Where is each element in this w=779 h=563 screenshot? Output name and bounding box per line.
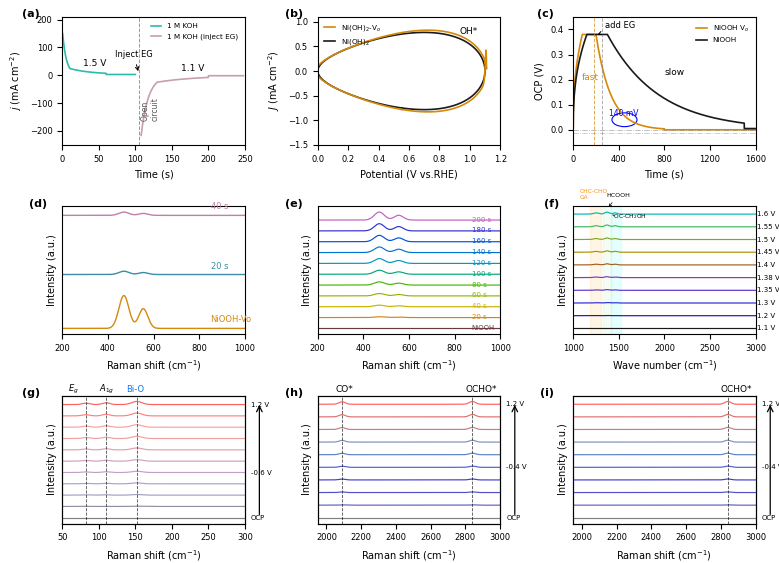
Bar	[612, 206, 621, 334]
Y-axis label: Intensity (a.u.): Intensity (a.u.)	[47, 234, 57, 306]
Y-axis label: Intensity (a.u.): Intensity (a.u.)	[302, 234, 312, 306]
Text: OCHO*: OCHO*	[465, 385, 497, 394]
Text: 1.5 V: 1.5 V	[83, 59, 106, 68]
Y-axis label: OCP (V): OCP (V)	[534, 62, 545, 100]
Text: fast: fast	[582, 73, 599, 82]
Legend: NiOOH V$_o$, NiOOH: NiOOH V$_o$, NiOOH	[693, 20, 752, 46]
Text: $E_g$: $E_g$	[68, 383, 79, 396]
Text: 1.2 V: 1.2 V	[757, 312, 776, 319]
Text: 80 s: 80 s	[472, 282, 487, 288]
Text: add EG: add EG	[598, 21, 636, 34]
Legend: 1 M KOH, 1 M KOH (inject EG): 1 M KOH, 1 M KOH (inject EG)	[148, 20, 241, 42]
Text: 1.3 V: 1.3 V	[757, 300, 776, 306]
X-axis label: Time (s): Time (s)	[644, 169, 684, 179]
Text: 1.4 V: 1.4 V	[757, 262, 776, 268]
Text: (f): (f)	[544, 199, 559, 208]
Text: 120 s: 120 s	[472, 260, 491, 266]
Text: 100 s: 100 s	[472, 271, 491, 277]
Text: (b): (b)	[285, 9, 303, 19]
Y-axis label: Intensity (a.u.): Intensity (a.u.)	[558, 234, 568, 306]
Text: 140 s: 140 s	[472, 249, 491, 255]
Text: (h): (h)	[285, 388, 303, 398]
Y-axis label: $j$ (mA cm$^{-2}$): $j$ (mA cm$^{-2}$)	[9, 51, 24, 111]
Text: (a): (a)	[22, 9, 40, 19]
Text: 40 s: 40 s	[472, 303, 486, 309]
X-axis label: Raman shift (cm$^{-1}$): Raman shift (cm$^{-1}$)	[106, 359, 202, 373]
Text: 1.55 V: 1.55 V	[757, 224, 779, 230]
Text: 140 mV: 140 mV	[608, 109, 638, 118]
X-axis label: Wave number (cm$^{-1}$): Wave number (cm$^{-1}$)	[612, 359, 717, 373]
Text: Inject EG: Inject EG	[115, 50, 153, 70]
Text: NiOOH-Vo: NiOOH-Vo	[210, 315, 252, 324]
Text: (d): (d)	[30, 199, 48, 208]
Text: 1.45 V: 1.45 V	[757, 249, 779, 255]
Bar	[603, 206, 612, 334]
Legend: Ni(OH)$_2$-V$_o$, Ni(OH)$_2$: Ni(OH)$_2$-V$_o$, Ni(OH)$_2$	[322, 20, 384, 50]
Text: 20 s: 20 s	[210, 262, 228, 271]
Y-axis label: Intensity (a.u.): Intensity (a.u.)	[302, 424, 312, 495]
Text: $A_{1g}$: $A_{1g}$	[99, 383, 115, 396]
Text: 200 s: 200 s	[472, 217, 491, 222]
Text: 40 s: 40 s	[210, 203, 228, 212]
Text: CO*: CO*	[336, 385, 354, 394]
X-axis label: Raman shift (cm$^{-1}$): Raman shift (cm$^{-1}$)	[361, 359, 457, 373]
Text: (c): (c)	[537, 9, 554, 19]
X-axis label: Time (s): Time (s)	[134, 169, 174, 179]
Bar	[590, 206, 601, 334]
Y-axis label: $J$ (mA cm$^{-2}$): $J$ (mA cm$^{-2}$)	[266, 51, 282, 111]
X-axis label: Raman shift (cm$^{-1}$): Raman shift (cm$^{-1}$)	[616, 548, 712, 562]
Text: 1.6 V: 1.6 V	[757, 211, 776, 217]
Text: 60 s: 60 s	[472, 292, 487, 298]
Text: Open
circuit: Open circuit	[140, 97, 160, 120]
X-axis label: Raman shift (cm$^{-1}$): Raman shift (cm$^{-1}$)	[106, 548, 202, 562]
Text: HCOOH: HCOOH	[606, 193, 630, 207]
Text: 20 s: 20 s	[472, 314, 486, 320]
Text: slow: slow	[664, 68, 685, 77]
Y-axis label: Intensity (a.u.): Intensity (a.u.)	[558, 424, 568, 495]
Text: 1.1 V: 1.1 V	[181, 64, 204, 73]
Text: 180 s: 180 s	[472, 227, 491, 234]
Text: (e): (e)	[285, 199, 303, 208]
Y-axis label: Intensity (a.u.): Intensity (a.u.)	[47, 424, 57, 495]
Text: 160 s: 160 s	[472, 238, 491, 244]
Text: OCHO*: OCHO*	[721, 385, 753, 394]
Text: (g): (g)	[22, 388, 41, 398]
Text: (i): (i)	[541, 388, 555, 398]
Text: 1.35 V: 1.35 V	[757, 287, 779, 293]
Text: CHC-CHO
GA: CHC-CHO GA	[580, 189, 608, 200]
Text: NiOOH: NiOOH	[472, 325, 495, 331]
Text: Bi-O: Bi-O	[126, 385, 145, 394]
Text: 1.38 V: 1.38 V	[757, 275, 779, 280]
Text: 1.5 V: 1.5 V	[757, 236, 776, 243]
X-axis label: Potential (V vs.RHE): Potential (V vs.RHE)	[360, 169, 458, 179]
Text: 1.1 V: 1.1 V	[757, 325, 776, 332]
X-axis label: Raman shift (cm$^{-1}$): Raman shift (cm$^{-1}$)	[361, 548, 457, 562]
Text: OH*: OH*	[459, 27, 478, 36]
Text: *OC-CH$_2$OH: *OC-CH$_2$OH	[611, 212, 647, 221]
